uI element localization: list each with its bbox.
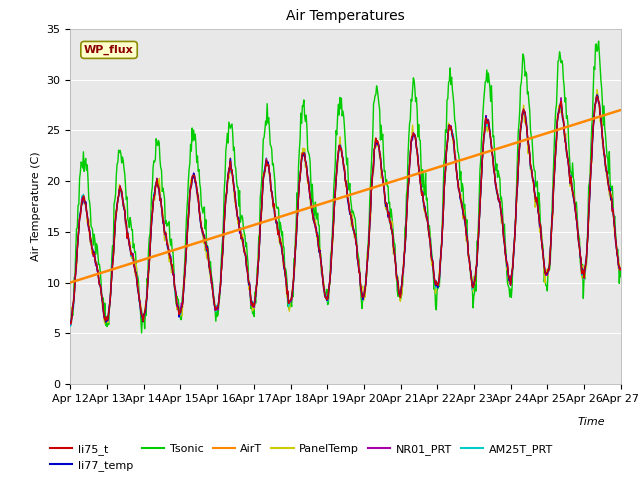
Legend: li75_t, li77_temp, Tsonic, AirT, PanelTemp, NR01_PRT, AM25T_PRT: li75_t, li77_temp, Tsonic, AirT, PanelTe…	[46, 439, 557, 476]
Text: Time: Time	[577, 417, 605, 427]
Title: Air Temperatures: Air Temperatures	[286, 10, 405, 24]
Y-axis label: Air Temperature (C): Air Temperature (C)	[31, 152, 41, 261]
Text: WP_flux: WP_flux	[84, 45, 134, 55]
